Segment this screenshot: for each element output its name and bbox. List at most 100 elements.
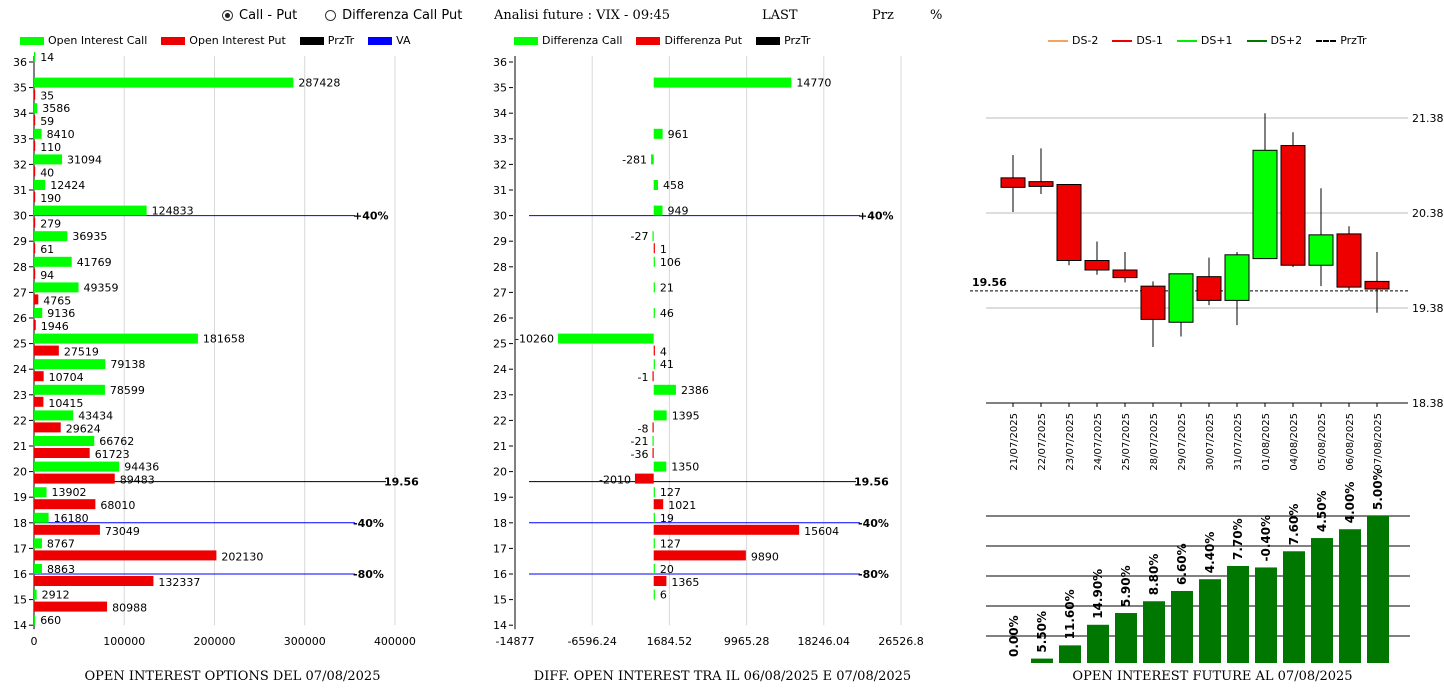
call-bar <box>34 231 68 242</box>
strike-label: 36 <box>493 56 507 69</box>
oi-future-bar <box>1115 613 1137 663</box>
oi-future-label: 11.60% <box>1063 589 1077 639</box>
call-value-label: 2386 <box>681 384 709 397</box>
put-bar <box>34 243 36 254</box>
x-tick-label: 31/07/2025 <box>1233 413 1244 470</box>
call-value-label: 20 <box>660 563 674 576</box>
call-value-label: -10260 <box>515 333 554 346</box>
call-value-label: 12424 <box>50 179 85 192</box>
x-tick-label: 23/07/2025 <box>1065 413 1076 470</box>
candle-body <box>1168 273 1194 323</box>
put-bar <box>34 320 36 330</box>
legend-label: PrzTr <box>784 34 811 47</box>
x-tick-label: 200000 <box>193 635 235 648</box>
reference-label: 19.56 <box>854 476 889 489</box>
last-label: LAST <box>762 8 798 23</box>
reference-label: -40% <box>858 517 889 530</box>
caption-right: OPEN INTEREST FUTURE AL 07/08/2025 <box>1072 669 1353 684</box>
legend-item-oi-put: Open Interest Put <box>161 34 286 47</box>
radio-differenza-label: Differenza Call Put <box>342 8 463 23</box>
call-bar <box>653 282 655 293</box>
call-value-label: 9136 <box>47 307 75 320</box>
strike-label: 29 <box>13 235 27 248</box>
call-bar <box>652 231 654 242</box>
put-value-label: 89483 <box>120 474 155 487</box>
call-bar <box>34 52 36 62</box>
call-value-label: 14 <box>40 51 54 64</box>
put-value-label: 94 <box>40 269 54 282</box>
candle-body <box>1224 254 1250 301</box>
call-value-label: 43434 <box>78 409 113 422</box>
x-tick-label: 21/07/2025 <box>1009 413 1020 470</box>
call-value-label: 2912 <box>42 589 70 602</box>
legend-item-va: VA <box>368 34 411 47</box>
call-value-label: 106 <box>660 256 681 269</box>
radio-call-put-label: Call - Put <box>239 8 298 23</box>
legend-middle: Differenza Call Differenza Put PrzTr <box>514 34 824 47</box>
put-value-label: 40 <box>40 166 54 179</box>
strike-label: 25 <box>13 338 27 351</box>
caption-middle: DIFF. OPEN INTEREST TRA IL 06/08/2025 E … <box>533 669 912 684</box>
oi-future-bar <box>1171 590 1193 663</box>
put-bar <box>653 576 667 586</box>
oi-future-bar <box>1367 516 1389 663</box>
call-value-label: 124833 <box>152 205 194 218</box>
strike-label: 32 <box>13 158 27 171</box>
call-bar <box>653 589 655 600</box>
candle-body <box>1196 276 1222 301</box>
legend-item-prztr: PrzTr <box>299 34 354 47</box>
call-value-label: 458 <box>663 179 684 192</box>
legend-swatch <box>299 36 324 45</box>
legend-line <box>1048 39 1068 42</box>
put-value-label: 132337 <box>158 576 200 589</box>
oi-future-bar <box>1087 624 1109 663</box>
oi-future-bar <box>1059 645 1081 663</box>
x-tick-label: 25/07/2025 <box>1121 413 1132 470</box>
strike-label: 24 <box>13 363 27 376</box>
radio-differenza[interactable]: Differenza Call Put <box>325 8 462 23</box>
call-bar <box>653 410 667 421</box>
call-bar <box>653 538 655 549</box>
call-bar <box>653 308 655 318</box>
strike-label: 14 <box>493 619 507 632</box>
x-tick-label: -14877 <box>496 635 535 648</box>
call-bar <box>34 103 38 114</box>
call-value-label: 36935 <box>72 230 107 243</box>
candle-body <box>1112 269 1138 279</box>
strike-label: 16 <box>13 568 27 581</box>
call-bar <box>34 333 198 344</box>
reference-label: -40% <box>353 517 384 530</box>
put-bar <box>34 524 100 535</box>
reference-label: +40% <box>353 210 389 223</box>
legend-item-diff-call: Differenza Call <box>514 34 622 47</box>
strike-label: 18 <box>13 517 27 530</box>
put-bar <box>34 345 59 356</box>
put-value-label: 61 <box>40 243 54 256</box>
open-interest-chart: 0 100000 200000 300000 400000 36 35 34 33 32 31 30 2… <box>13 51 419 648</box>
x-tick-label: 28/07/2025 <box>1149 413 1160 470</box>
strike-label: 22 <box>493 414 507 427</box>
candlestick-chart: 21.38 20.38 19.38 18.38 19.56 21/07/2025 22/07… <box>970 112 1444 470</box>
reference-label: 19.56 <box>384 476 419 489</box>
legend-line <box>1176 39 1197 42</box>
oi-future-label: -0.40% <box>1259 515 1273 562</box>
call-value-label: 41 <box>660 358 674 371</box>
candle-body <box>1364 280 1390 290</box>
call-bar <box>34 180 46 190</box>
put-value-label: 4 <box>660 346 667 359</box>
call-value-label: 49359 <box>84 281 119 294</box>
radio-call-put[interactable]: Call - Put <box>222 8 297 23</box>
call-bar <box>653 359 655 370</box>
strike-label: 28 <box>493 261 507 274</box>
put-bar <box>653 345 655 356</box>
put-value-label: -1 <box>638 371 649 384</box>
put-bar <box>34 396 44 407</box>
call-bar <box>34 282 79 293</box>
put-bar <box>34 217 36 228</box>
oi-future-label: 5.00% <box>1371 470 1385 510</box>
legend-item-diff-put: Differenza Put <box>636 34 742 47</box>
strike-label: 26 <box>13 312 27 325</box>
legend-label: Differenza Call <box>542 34 623 47</box>
put-bar <box>34 371 44 382</box>
legend-label: DS-1 <box>1136 34 1163 47</box>
